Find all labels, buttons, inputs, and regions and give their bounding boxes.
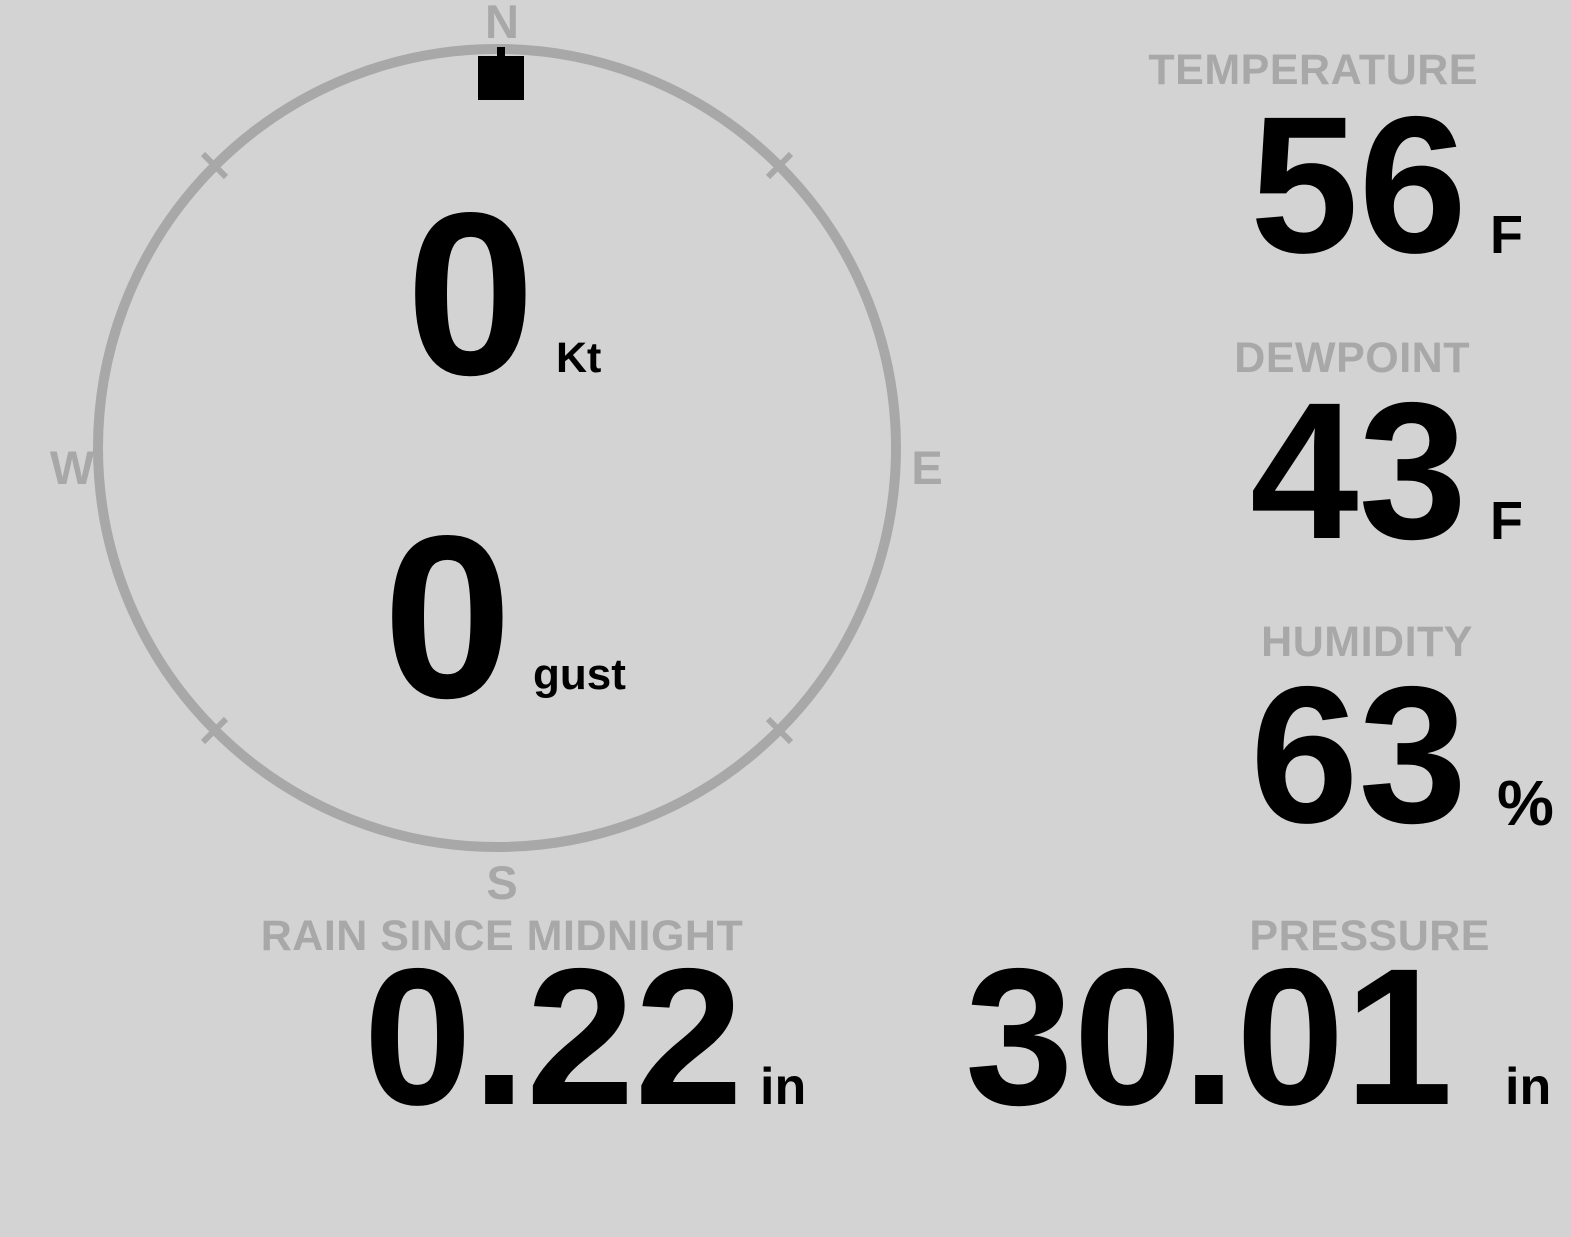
pressure-value: 30.01 [965, 928, 1453, 1146]
compass-north-label: N [485, 0, 519, 48]
pressure-label: PRESSURE [1249, 912, 1490, 960]
compass-tick-sw [200, 716, 229, 745]
compass-tick-nw [200, 151, 229, 180]
rain-since-midnight-value: 0.22 [363, 928, 743, 1146]
humidity-unit: % [1497, 767, 1554, 839]
humidity-label: HUMIDITY [1261, 618, 1473, 666]
dewpoint-value: 43 [1250, 362, 1467, 580]
temperature-label: TEMPERATURE [1148, 46, 1478, 94]
dewpoint-label: DEWPOINT [1234, 334, 1470, 382]
compass-east-label: E [911, 441, 943, 494]
temperature-unit: F [1490, 205, 1523, 265]
pressure-unit: in [1505, 1058, 1552, 1116]
wind-gust-unit: gust [533, 650, 626, 699]
dewpoint-unit: F [1490, 491, 1523, 551]
compass-south-label: S [486, 856, 518, 909]
wind-gust-value: 0 [383, 488, 513, 747]
humidity-value: 63 [1250, 646, 1467, 864]
rain-since-midnight-unit: in [760, 1058, 807, 1116]
rain-since-midnight-label: RAIN SINCE MIDNIGHT [260, 912, 744, 960]
wind-direction-marker-icon [478, 47, 524, 100]
compass-west-label: W [49, 441, 95, 494]
compass-tick-se [765, 716, 794, 745]
wind-speed-value: 0 [406, 165, 536, 424]
compass-tick-ne [765, 151, 794, 180]
temperature-value: 56 [1250, 76, 1467, 294]
wind-speed-unit: Kt [556, 334, 602, 382]
